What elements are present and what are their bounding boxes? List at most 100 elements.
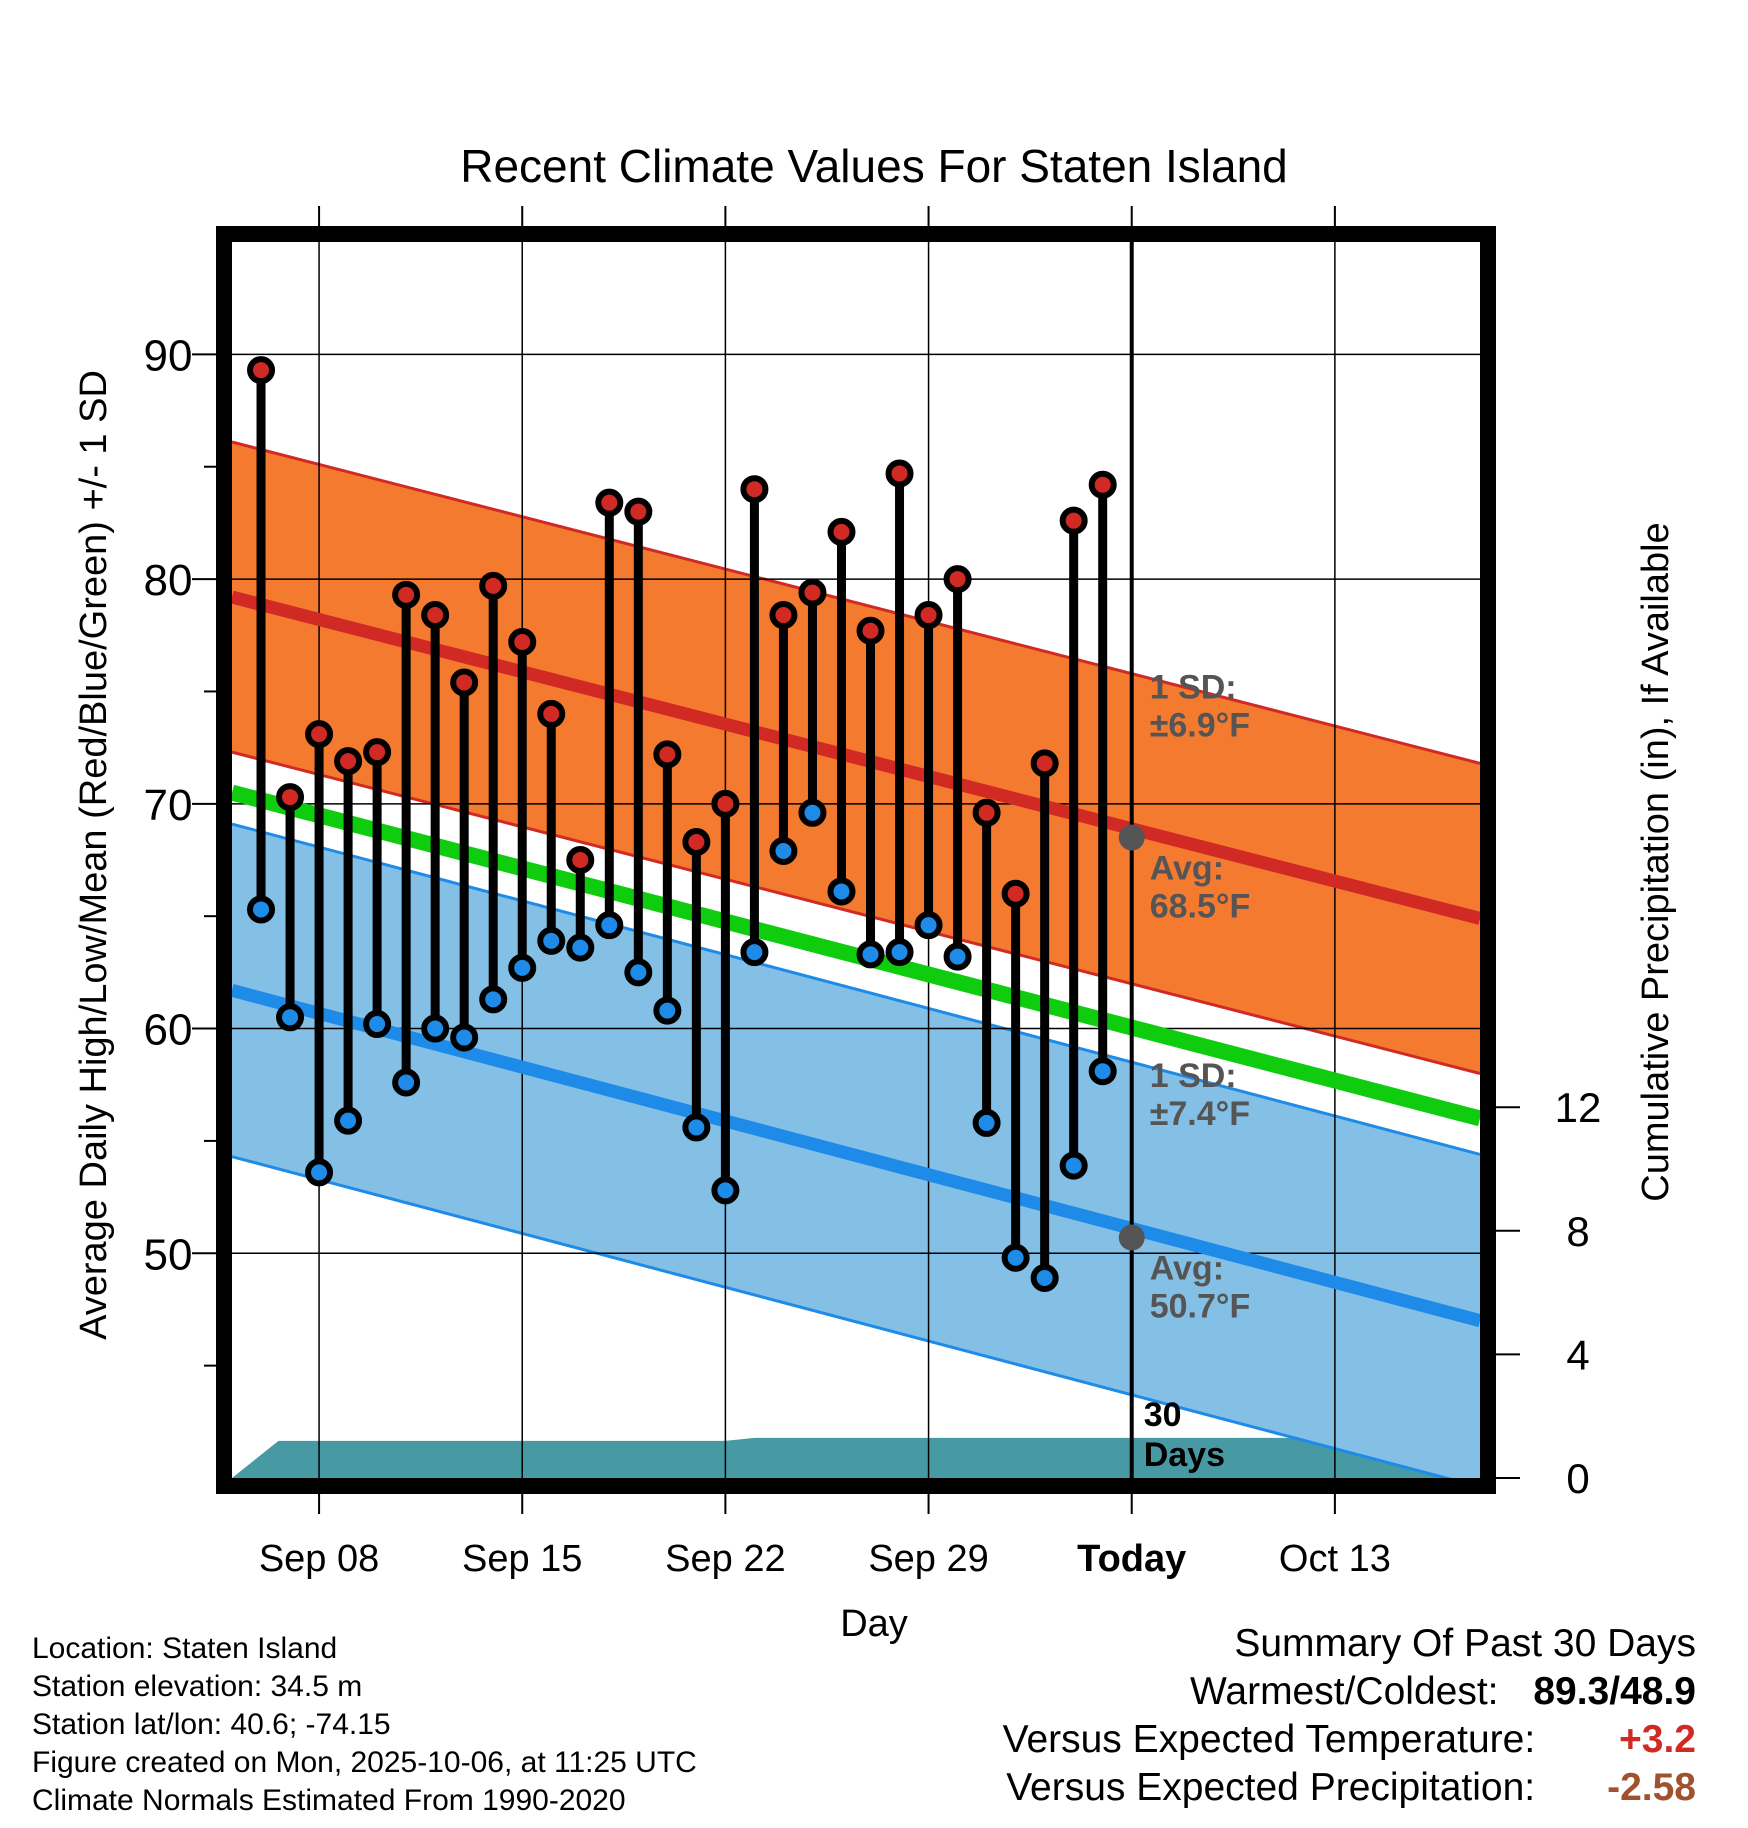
daily-high-point (363, 738, 392, 767)
daily-low-point (798, 798, 827, 827)
daily-low-point (856, 940, 885, 969)
chart-title: Recent Climate Values For Staten Island (460, 140, 1288, 192)
daily-high-point (276, 783, 305, 812)
daily-low-point (305, 1158, 334, 1187)
y-tick-label: 80 (144, 556, 193, 605)
x-tick-label: Sep 15 (462, 1538, 582, 1580)
daily-high-point (305, 720, 334, 749)
x-tick-label: Sep 29 (868, 1538, 988, 1580)
precip-days-label-number: 30 (1144, 1396, 1182, 1434)
daily-low-point (682, 1113, 711, 1142)
y2-tick-label: 12 (1555, 1084, 1602, 1131)
daily-low-point (885, 938, 914, 967)
daily-high-point (711, 789, 740, 818)
daily-low-point (740, 938, 769, 967)
x-tick-label: Sep 08 (259, 1538, 379, 1580)
normal-low-sd-label: 1 SD: (1150, 1057, 1237, 1095)
daily-high-point (1059, 506, 1088, 535)
daily-high-point (914, 601, 943, 630)
daily-low-point (943, 942, 972, 971)
daily-low-point (1030, 1263, 1059, 1292)
daily-high-point (856, 616, 885, 645)
daily-high-point (943, 565, 972, 594)
daily-low-point (1001, 1243, 1030, 1272)
normal-high-sd-label: 1 SD: (1150, 668, 1237, 706)
precip-deviation-row: Versus Expected Precipitation: -2.58 (1003, 1764, 1696, 1812)
normal-low-sd-value: ±7.4°F (1150, 1095, 1250, 1133)
daily-high-point (479, 571, 508, 600)
daily-low-point (1088, 1057, 1117, 1086)
daily-high-point (1001, 879, 1030, 908)
daily-high-point (972, 798, 1001, 827)
location-text: Location: Staten Island (32, 1632, 338, 1665)
y2-tick-label: 4 (1566, 1331, 1589, 1378)
normal-low-line (230, 984, 1482, 1327)
precip-deviation-label: Versus Expected Precipitation: (1006, 1766, 1536, 1809)
precip-days-label-text: Days (1144, 1436, 1225, 1474)
daily-high-point (682, 828, 711, 857)
daily-high-point (334, 747, 363, 776)
elevation-text: Station elevation: 34.5 m (32, 1670, 363, 1703)
plot-frame (216, 226, 1496, 1494)
precip-deviation-value: -2.58 (1607, 1766, 1696, 1809)
x-tick-label: Sep 22 (665, 1538, 785, 1580)
created-text: Figure created on Mon, 2025-10-06, at 11… (32, 1746, 697, 1779)
x-tick-label: Today (1077, 1538, 1186, 1580)
daily-high-point (537, 699, 566, 728)
y-tick-label: 60 (144, 1006, 193, 1055)
daily-low-point (827, 877, 856, 906)
daily-low-point (392, 1068, 421, 1097)
daily-low-point (972, 1108, 1001, 1137)
normal-high-sd-value: ±6.9°F (1150, 706, 1250, 744)
daily-high-point (653, 740, 682, 769)
daily-low-point (479, 985, 508, 1014)
daily-low-point (421, 1014, 450, 1043)
y2-axis-title: Cumulative Precipitation (in), If Availa… (1635, 522, 1677, 1201)
normals-text: Climate Normals Estimated From 1990-2020 (32, 1784, 626, 1817)
daily-low-point (914, 911, 943, 940)
normal-low-avg-value: 50.7°F (1150, 1288, 1251, 1326)
x-axis-title: Day (840, 1603, 908, 1645)
daily-high-point (566, 846, 595, 874)
normal-high-band-lower-edge (231, 750, 1481, 1075)
precip-area (232, 1437, 1480, 1478)
y-tick-label: 70 (144, 781, 193, 830)
y2-tick-label: 0 (1566, 1455, 1589, 1502)
normal-low-band-lower-edge (231, 1155, 1481, 1489)
normal-high-avg-label: Avg: (1150, 850, 1224, 888)
warmest-coldest-label: Warmest/Coldest: (1190, 1670, 1499, 1713)
daily-high-point (450, 668, 479, 697)
y-axis-title: Average Daily High/Low/Mean (Red/Blue/Gr… (73, 370, 115, 1340)
temp-deviation-value: +3.2 (1619, 1718, 1696, 1761)
y-tick-label: 50 (144, 1230, 193, 1279)
summary-heading: Summary Of Past 30 Days (1234, 1622, 1696, 1665)
temp-deviation-label: Versus Expected Temperature: (1002, 1718, 1536, 1761)
daily-low-point (595, 911, 624, 940)
daily-high-point (624, 497, 653, 526)
warmest-value: 89.3 (1533, 1670, 1610, 1713)
station-info: Location: Staten Island Station elevatio… (32, 1630, 697, 1820)
daily-high-point (247, 356, 276, 385)
daily-low-point (711, 1176, 740, 1205)
normal-high-line (230, 590, 1482, 925)
summary-panel: Summary Of Past 30 Days Warmest/Coldest:… (1003, 1620, 1696, 1812)
coldest-value: 48.9 (1620, 1670, 1696, 1713)
daily-high-point (508, 628, 537, 657)
temp-deviation-row: Versus Expected Temperature: +3.2 (1003, 1716, 1696, 1764)
daily-high-point (595, 488, 624, 517)
normal-low-avg-label: Avg: (1150, 1250, 1224, 1288)
daily-low-point (566, 933, 595, 962)
daily-low-point (769, 837, 798, 866)
daily-high-point (1030, 749, 1059, 778)
daily-low-point (508, 953, 537, 982)
daily-low-point (537, 926, 566, 955)
daily-low-point (624, 958, 653, 987)
daily-high-point (798, 578, 827, 607)
daily-low-point (1059, 1151, 1088, 1180)
normal-high-today-marker (1118, 824, 1145, 851)
x-tick-label: Oct 13 (1279, 1538, 1391, 1580)
daily-high-point (827, 517, 856, 546)
daily-low-point (276, 1003, 305, 1032)
daily-high-point (421, 601, 450, 630)
